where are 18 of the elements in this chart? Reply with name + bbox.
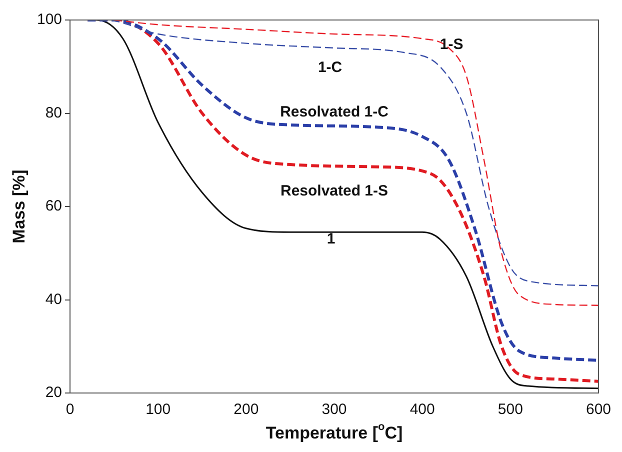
y-axis-title: Mass [%] xyxy=(10,170,29,244)
y-tick-label: 40 xyxy=(45,290,62,308)
x-tick-label: 0 xyxy=(66,401,74,418)
x-tick-label: 100 xyxy=(146,401,171,418)
x-tick-label: 300 xyxy=(322,401,347,418)
series-label: Resolvated 1-S xyxy=(280,182,388,200)
series-label: Resolvated 1-C xyxy=(280,103,389,120)
series-label: 1 xyxy=(326,230,336,248)
series-label: 1-C xyxy=(318,58,342,76)
series-label: 1-S xyxy=(440,36,464,53)
y-tick-label: 80 xyxy=(45,104,62,122)
x-tick-label: 500 xyxy=(498,401,523,418)
y-tick-label: 20 xyxy=(45,384,62,402)
x-tick-label: 200 xyxy=(234,401,259,418)
x-tick-label: 400 xyxy=(410,401,435,418)
y-tick-label: 60 xyxy=(45,198,62,215)
x-tick-label: 600 xyxy=(586,401,611,418)
y-tick-label: 100 xyxy=(36,11,62,28)
